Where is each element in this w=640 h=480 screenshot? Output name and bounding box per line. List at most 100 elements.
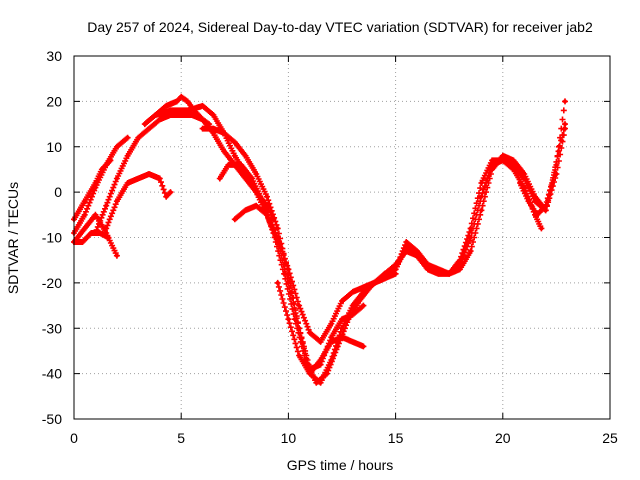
data-point: [164, 194, 169, 199]
data-point: [136, 135, 141, 140]
data-point: [168, 112, 173, 117]
data-point: [125, 181, 130, 186]
data-point: [179, 112, 184, 117]
marker-trace: [231, 202, 399, 345]
data-point: [243, 208, 248, 213]
data-point: [307, 371, 312, 376]
data-point: [168, 108, 173, 113]
data-point: [232, 140, 237, 145]
x-tick-label: 0: [70, 430, 78, 446]
data-point: [275, 235, 280, 240]
data-point: [404, 244, 409, 249]
data-point: [361, 303, 366, 308]
data-point: [114, 199, 119, 204]
data-point: [260, 199, 265, 204]
data-point: [324, 371, 329, 376]
y-tick-label: -10: [42, 230, 62, 246]
y-tick-label: -20: [42, 275, 62, 291]
data-point: [457, 262, 462, 267]
data-point: [382, 276, 387, 281]
data-point: [318, 358, 323, 363]
data-point: [517, 181, 522, 186]
data-point: [264, 212, 269, 217]
data-point: [222, 131, 227, 136]
data-point: [254, 203, 259, 208]
data-point: [106, 235, 111, 240]
y-tick-label: 0: [54, 184, 62, 200]
data-point: [479, 181, 484, 186]
data-point: [157, 176, 162, 181]
data-point: [539, 226, 544, 231]
data-point: [211, 112, 216, 117]
data-point: [207, 122, 212, 127]
data-point: [550, 181, 555, 186]
data-point: [292, 317, 297, 322]
chart-title: Day 257 of 2024, Sidereal Day-to-day VTE…: [87, 19, 593, 35]
data-point: [532, 194, 537, 199]
y-axis-label: SDTVAR / TECUs: [5, 182, 21, 294]
data-point: [174, 99, 179, 104]
x-axis-label: GPS time / hours: [287, 457, 394, 473]
data-point: [490, 162, 495, 167]
data-point: [447, 271, 452, 276]
x-tick-label: 5: [177, 430, 185, 446]
data-point: [335, 344, 340, 349]
data-point: [217, 176, 222, 181]
data-point: [232, 153, 237, 158]
data-point: [329, 335, 334, 340]
data-point: [93, 230, 98, 235]
data-point: [350, 339, 355, 344]
data-point: [500, 158, 505, 163]
data-point: [340, 335, 344, 340]
data-point: [490, 158, 495, 163]
data-point: [556, 149, 561, 154]
data-point: [415, 253, 420, 258]
data-point: [168, 190, 173, 195]
series-track-3: [71, 157, 114, 223]
data-point: [275, 280, 280, 285]
marker-trace: [71, 157, 114, 223]
data-point: [357, 299, 362, 304]
data-point: [500, 153, 505, 158]
y-tick-label: -50: [42, 411, 62, 427]
data-point: [179, 94, 184, 99]
data-point: [329, 339, 334, 344]
data-point: [511, 158, 516, 163]
data-point: [346, 317, 351, 322]
x-tick-label: 25: [602, 430, 618, 446]
data-point: [200, 103, 205, 108]
data-point: [99, 167, 104, 172]
series-track-10: [216, 98, 568, 386]
data-point: [297, 353, 302, 358]
plot-frame: [73, 55, 611, 420]
data-point: [211, 126, 216, 131]
data-point: [200, 117, 205, 122]
data-point: [222, 149, 227, 154]
data-point: [562, 99, 567, 104]
data-point: [329, 321, 334, 326]
y-tick-label: 20: [46, 93, 62, 109]
data-point: [350, 289, 355, 294]
data-point: [511, 167, 516, 172]
series-track-5: [103, 171, 174, 232]
data-point: [226, 162, 231, 167]
data-point: [114, 144, 119, 149]
data-point: [147, 171, 152, 176]
data-point: [211, 131, 216, 136]
data-point: [239, 162, 244, 167]
data-point: [425, 267, 430, 272]
data-point: [114, 176, 119, 181]
x-tick-label: 15: [388, 430, 404, 446]
y-tick-label: 30: [46, 48, 62, 64]
data-point: [479, 208, 484, 213]
data-point: [114, 253, 119, 258]
data-point: [286, 267, 291, 272]
data-point: [562, 122, 567, 127]
data-point: [153, 112, 158, 117]
data-point: [254, 171, 259, 176]
data-point: [468, 249, 473, 254]
x-tick-label: 20: [495, 430, 511, 446]
data-point: [361, 285, 366, 290]
data-point: [164, 103, 169, 108]
data-point: [282, 271, 287, 276]
